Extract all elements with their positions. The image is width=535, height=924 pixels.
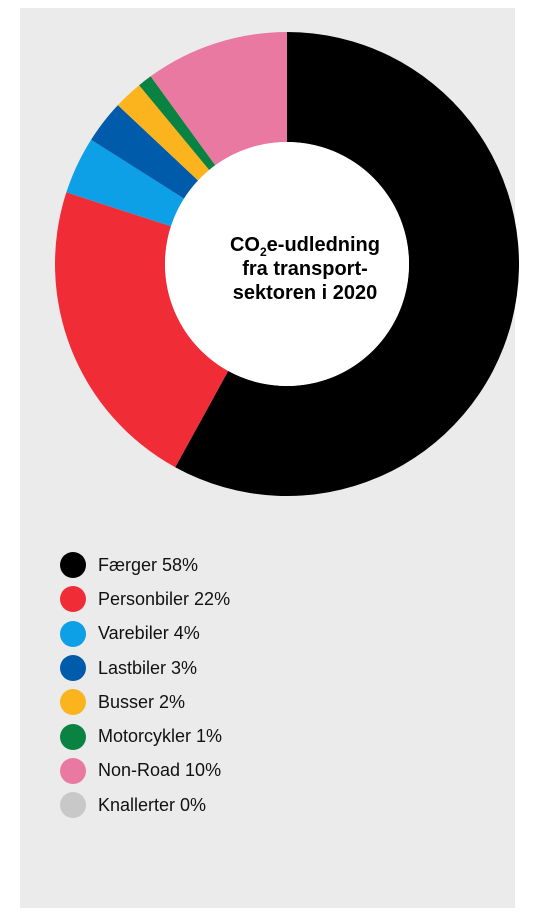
legend-item-non-road: Non-Road 10% [60,754,230,788]
legend-item-busser: Busser 2% [60,685,230,719]
legend-item-knallerter: Knallerter 0% [60,788,230,822]
legend-label-faerger: Færger 58% [98,554,199,575]
legend-swatch-non-road [60,757,86,784]
legend-swatch-personbiler [60,586,86,613]
legend-swatch-lastbiler [60,655,86,682]
legend-label-motorcykler: Motorcykler 1% [98,726,223,747]
legend-label-lastbiler: Lastbiler 3% [98,657,198,678]
slice-varebiler [66,139,184,227]
legend-label-non-road: Non-Road 10% [98,760,222,781]
legend-swatch-varebiler [60,620,86,647]
center-label-line1: CO2e-udledning [229,234,380,259]
legend-item-lastbiler: Lastbiler 3% [60,651,230,685]
slice-busser [117,85,210,181]
legend-item-motorcykler: Motorcykler 1% [60,719,230,753]
legend-swatch-busser [60,689,86,716]
center-label-line3: sektoren i 2020 [232,282,378,304]
chart-panel: CO2e-udledning fra transport- sektoren i… [20,8,519,908]
legend: Færger 58% Personbiler 22% Varebiler 4% … [60,548,230,822]
slice-personbiler [55,192,229,468]
legend-label-knallerter: Knallerter 0% [98,794,207,815]
legend-swatch-knallerter [60,792,86,819]
legend-label-busser: Busser 2% [98,691,186,712]
center-label-line2: fra transport- [242,258,368,280]
slice-non-road [150,32,287,166]
legend-label-varebiler: Varebiler 4% [98,623,200,644]
legend-item-varebiler: Varebiler 4% [60,617,230,651]
slice-motorcykler [139,76,216,170]
donut-chart [55,32,519,496]
legend-swatch-faerger [60,552,86,579]
legend-swatch-motorcykler [60,723,86,750]
legend-item-faerger: Færger 58% [60,548,230,582]
donut-center-label: CO2e-udledning fra transport- sektoren i… [190,233,420,305]
slice-faerger [175,32,519,496]
legend-item-personbiler: Personbiler 22% [60,582,230,616]
legend-label-personbiler: Personbiler 22% [98,588,231,609]
donut-hole [165,142,409,386]
slice-lastbiler [91,105,199,199]
